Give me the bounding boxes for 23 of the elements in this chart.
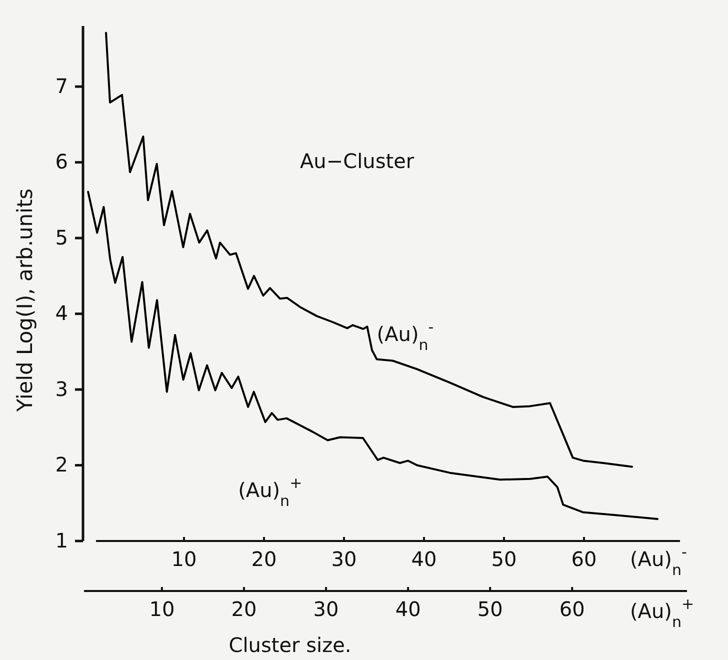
y-tick-label: 7: [55, 74, 68, 98]
x-tick-label: 50: [491, 547, 517, 571]
x2-tick-label: 20: [231, 597, 257, 621]
y-tick-label: 5: [55, 225, 68, 250]
x-tick-label: 10: [171, 547, 197, 571]
x2-tick-label: 30: [313, 597, 339, 621]
x-tick-label: 60: [571, 547, 597, 571]
line-series: [105, 32, 633, 468]
y-tick-label: 4: [55, 301, 68, 326]
annotation: Au−Cluster: [300, 149, 415, 173]
x2-tick-label: 60: [559, 597, 585, 621]
x-tick-label: 40: [411, 547, 437, 571]
y-tick-label: 1: [55, 528, 68, 552]
x2-tick-label: 10: [149, 597, 175, 621]
x2-tick-label: 40: [395, 597, 421, 621]
x-tick-label: 30: [331, 547, 357, 571]
y-tick-label: 2: [55, 452, 68, 477]
y-axis-title: Yield Log(I), arb.units: [13, 188, 37, 413]
y-tick-label: 6: [55, 150, 68, 174]
y-tick-label: 3: [55, 376, 68, 401]
x-tick-label: 20: [251, 547, 277, 571]
text: Cluster size.: [228, 633, 352, 657]
x2-tick-label: 50: [477, 597, 503, 621]
